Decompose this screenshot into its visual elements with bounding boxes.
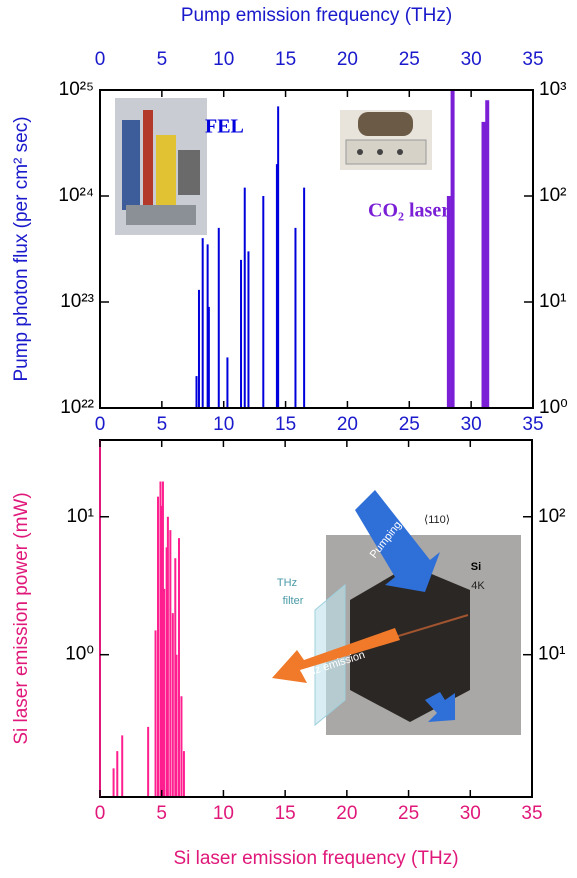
- x-tick-label: 25: [398, 803, 419, 824]
- x-tick-label: 10: [213, 414, 234, 435]
- x-tick-label: 10: [213, 803, 234, 824]
- series-label: FEL: [205, 116, 244, 138]
- x-tick-label: 30: [460, 803, 481, 824]
- x-tick-label: 15: [275, 414, 296, 435]
- y2-tick-label: 10²: [539, 185, 566, 206]
- x-tick-label: 10: [213, 49, 234, 70]
- x-tick-label: 35: [522, 49, 543, 70]
- x-tick-label: 5: [156, 803, 167, 824]
- y-tick-label: 10¹: [67, 506, 94, 527]
- x-axis-label: Pump emission frequency (THz): [181, 5, 452, 26]
- x-tick-label: 15: [275, 49, 296, 70]
- x-tick-label: 25: [399, 49, 420, 70]
- inset-label: ⟨110⟩: [424, 514, 450, 526]
- x-tick-label: 0: [95, 49, 106, 70]
- x-tick-label: 20: [336, 803, 357, 824]
- x-axis-label: Si laser emission frequency (THz): [173, 848, 458, 869]
- inset-label: Si: [471, 561, 481, 573]
- x-tick-label: 0: [95, 803, 106, 824]
- y-tick-label: 10⁰: [65, 644, 94, 665]
- inset-label: 4K: [471, 580, 485, 592]
- x-tick-label: 25: [399, 414, 420, 435]
- figure: FEL CO₂ laser 0 0 5 5 10 10 15 15 20 20 25 25 30 30 35 35…: [0, 0, 577, 873]
- y2-tick-label: 10⁰: [539, 397, 568, 418]
- x-tick-label: 35: [521, 803, 542, 824]
- y-tick-label: 10²²: [60, 397, 94, 418]
- y2-tick-label: 10²: [538, 506, 565, 527]
- y-axis-label: Pump photon flux (per cm² sec): [11, 116, 32, 381]
- y2-tick-label: 10¹: [538, 644, 565, 665]
- x-tick-label: 15: [275, 803, 296, 824]
- co2-laser-photo: [340, 110, 432, 170]
- x-tick-label: 30: [461, 414, 482, 435]
- x-tick-label: 30: [461, 49, 482, 70]
- inset-label: THz: [277, 577, 297, 589]
- x-tick-label: 5: [157, 414, 168, 435]
- x-tick-label: 20: [337, 49, 358, 70]
- fel-photo: [115, 98, 207, 235]
- series-label: CO₂ laser: [368, 200, 450, 222]
- x-tick-label: 0: [95, 414, 106, 435]
- y-tick-label: 10²⁴: [58, 185, 94, 206]
- x-tick-label: 5: [157, 49, 168, 70]
- y-axis-label: Si laser emission power (mW): [11, 492, 32, 744]
- y-tick-label: 10²⁵: [59, 79, 94, 100]
- y2-tick-label: 10³: [539, 79, 566, 100]
- y-tick-label: 10²³: [60, 291, 94, 312]
- inset-label: filter: [283, 595, 304, 607]
- y2-tick-label: 10¹: [539, 291, 566, 312]
- x-tick-label: 20: [337, 414, 358, 435]
